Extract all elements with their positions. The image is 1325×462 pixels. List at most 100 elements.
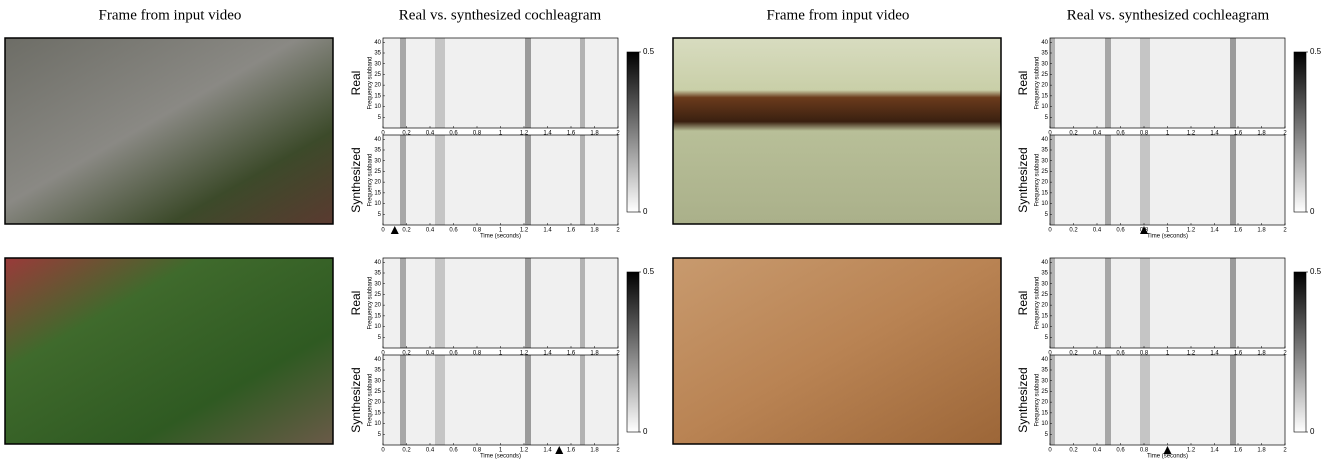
x-tick-label: 1.6 — [567, 448, 576, 454]
y-tick-label: 5 — [1045, 335, 1049, 341]
synthesized-label: Synthesized — [349, 367, 363, 432]
y-tick-label: 25 — [374, 292, 381, 298]
y-axis-label: Frequency subband — [368, 56, 374, 109]
y-tick-label: 40 — [374, 40, 381, 46]
colorbar-tick-label: 0 — [1310, 427, 1315, 436]
synthesized-label: Synthesized — [349, 147, 363, 212]
x-tick-label: 2 — [616, 448, 620, 454]
y-tick-label: 30 — [374, 61, 381, 67]
x-tick-label: 0 — [1048, 131, 1052, 137]
time-marker — [1140, 226, 1148, 234]
x-tick-label: 1.6 — [1234, 228, 1243, 234]
x-tick-label: 0.4 — [426, 228, 435, 234]
y-tick-label: 15 — [374, 313, 381, 319]
y-tick-label: 10 — [374, 324, 381, 330]
y-tick-label: 40 — [374, 357, 381, 363]
x-tick-label: 0.2 — [1069, 351, 1078, 357]
y-tick-label: 10 — [1041, 104, 1048, 110]
synthesized-label: Synthesized — [1016, 147, 1030, 212]
x-tick-label: 0.6 — [1116, 351, 1125, 357]
colorbar-tick-label: 0.5 — [643, 267, 655, 276]
y-tick-label: 15 — [1041, 313, 1048, 319]
y-tick-label: 35 — [374, 368, 381, 374]
y-axis-label: Frequency subband — [1035, 276, 1041, 329]
x-tick-label: 2 — [616, 351, 620, 357]
x-tick-label: 0.2 — [402, 351, 411, 357]
cochleagram — [1049, 257, 1286, 349]
real-label: Real — [1016, 71, 1030, 96]
x-tick-label: 0 — [1048, 228, 1052, 234]
y-tick-label: 25 — [374, 169, 381, 175]
x-tick-label: 0.8 — [1140, 448, 1149, 454]
x-tick-label: 2 — [616, 131, 620, 137]
y-axis-label: Frequency subband — [368, 153, 374, 206]
x-tick-label: 2 — [1283, 228, 1287, 234]
y-tick-label: 25 — [1041, 169, 1048, 175]
colorbar-tick-label: 0.5 — [1310, 47, 1322, 56]
x-tick-label: 2 — [1283, 351, 1287, 357]
cochleagram — [1049, 37, 1286, 129]
x-tick-label: 1.4 — [1210, 351, 1219, 357]
colorbar-tick-label: 0.5 — [643, 47, 655, 56]
y-tick-label: 10 — [374, 421, 381, 427]
x-tick-label: 0.8 — [473, 228, 482, 234]
y-axis-label: Frequency subband — [368, 373, 374, 426]
y-tick-label: 10 — [1041, 421, 1048, 427]
y-tick-label: 10 — [1041, 201, 1048, 207]
y-tick-label: 5 — [378, 335, 382, 341]
x-tick-label: 0.2 — [1069, 131, 1078, 137]
real-label: Real — [349, 71, 363, 96]
x-tick-label: 1.2 — [520, 351, 529, 357]
x-tick-label: 0.6 — [1116, 228, 1125, 234]
x-tick-label: 1.4 — [543, 228, 552, 234]
x-tick-label: 1.6 — [567, 131, 576, 137]
x-tick-label: 0.6 — [449, 131, 458, 137]
colorbar — [626, 51, 640, 213]
x-tick-label: 0.4 — [1093, 131, 1102, 137]
y-tick-label: 20 — [1041, 303, 1048, 309]
x-tick-label: 0.2 — [1069, 448, 1078, 454]
x-tick-label: 1 — [1166, 131, 1170, 137]
cochleagram-header: Real vs. synthesized cochleagram — [1067, 7, 1270, 23]
y-tick-label: 5 — [378, 212, 382, 218]
colorbar-tick-label: 0.5 — [1310, 267, 1322, 276]
y-tick-label: 15 — [374, 190, 381, 196]
x-tick-label: 1.2 — [1187, 351, 1196, 357]
x-tick-label: 1.4 — [1210, 228, 1219, 234]
colorbar-tick-label: 0 — [1310, 207, 1315, 216]
colorbar-tick-label: 0 — [643, 207, 648, 216]
x-tick-label: 1.4 — [543, 351, 552, 357]
x-tick-label: 0.4 — [1093, 228, 1102, 234]
y-axis-label: Frequency subband — [1035, 56, 1041, 109]
y-tick-label: 30 — [374, 378, 381, 384]
frame-header: Frame from input video — [99, 7, 242, 23]
y-tick-label: 20 — [1041, 180, 1048, 186]
x-tick-label: 1.8 — [1257, 228, 1266, 234]
y-tick-label: 35 — [1041, 368, 1048, 374]
x-tick-label: 0.8 — [473, 448, 482, 454]
x-tick-label: 1.4 — [1210, 448, 1219, 454]
x-tick-label: 0.2 — [402, 228, 411, 234]
y-tick-label: 20 — [374, 180, 381, 186]
real-label: Real — [349, 291, 363, 316]
x-tick-label: 0.4 — [426, 351, 435, 357]
y-tick-label: 15 — [374, 93, 381, 99]
x-tick-label: 1.4 — [543, 131, 552, 137]
colorbar-tick-label: 0 — [643, 427, 648, 436]
y-tick-label: 20 — [374, 303, 381, 309]
time-marker — [555, 446, 564, 454]
x-tick-label: 0 — [381, 351, 385, 357]
time-marker — [1163, 446, 1172, 454]
frame-header: Frame from input video — [767, 7, 910, 23]
y-tick-label: 5 — [1045, 115, 1049, 121]
x-tick-label: 0.2 — [402, 131, 411, 137]
y-tick-label: 10 — [374, 104, 381, 110]
cochleagram — [382, 354, 619, 446]
x-tick-label: 0.6 — [449, 448, 458, 454]
y-tick-label: 15 — [1041, 93, 1048, 99]
y-tick-label: 20 — [1041, 400, 1048, 406]
cochleagram-header: Real vs. synthesized cochleagram — [399, 7, 602, 23]
y-tick-label: 25 — [1041, 292, 1048, 298]
x-tick-label: 0.8 — [473, 351, 482, 357]
